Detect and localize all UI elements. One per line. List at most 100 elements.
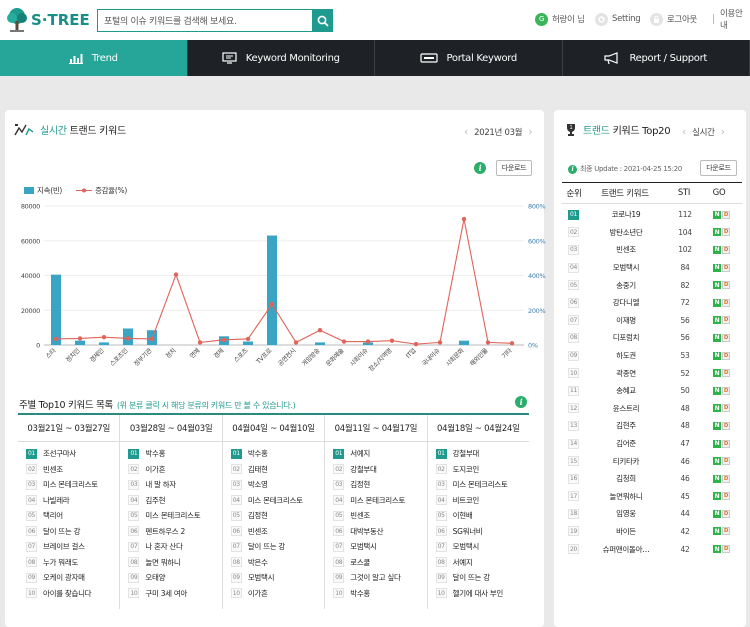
daum-link-icon[interactable]: D [722, 404, 730, 413]
list-item[interactable]: 08 놀면 뭐하니 [120, 555, 221, 571]
list-item[interactable]: 09 오태양 [120, 570, 221, 586]
naver-link-icon[interactable]: N [713, 228, 721, 237]
daum-link-icon[interactable]: D [722, 386, 730, 395]
list-item[interactable]: 05 택리어 [18, 508, 119, 524]
daum-link-icon[interactable]: D [722, 316, 730, 325]
table-row[interactable]: 18 임영웅 44 N D [562, 505, 742, 523]
naver-link-icon[interactable]: N [713, 210, 721, 219]
list-item[interactable]: 06 대박부동산 [325, 524, 426, 540]
weekly-info-icon[interactable]: i [515, 396, 527, 408]
list-item[interactable]: 03 김정현 [325, 477, 426, 493]
daum-link-icon[interactable]: D [722, 509, 730, 518]
table-row[interactable]: 12 윤스트리 48 N D [562, 400, 742, 418]
list-item[interactable]: 02 이가흔 [120, 462, 221, 478]
daum-link-icon[interactable]: D [722, 210, 730, 219]
setting-link[interactable]: Setting [595, 12, 641, 26]
top20-download-button[interactable]: 다운로드 [700, 160, 737, 176]
naver-link-icon[interactable]: N [713, 263, 721, 272]
table-row[interactable]: 01 코로나19 112 N D [562, 206, 742, 224]
list-item[interactable]: 04 비트코인 [428, 493, 529, 509]
table-row[interactable]: 15 티키타카 46 N D [562, 452, 742, 470]
logout-link[interactable]: 로그아웃 [650, 12, 697, 26]
table-row[interactable]: 16 김청희 46 N D [562, 470, 742, 488]
naver-link-icon[interactable]: N [713, 527, 721, 536]
list-item[interactable]: 06 빈센조 [223, 524, 324, 540]
nav-portal-keyword[interactable]: Portal Keyword [375, 40, 563, 76]
list-item[interactable]: 09 모범택시 [223, 570, 324, 586]
list-item[interactable]: 02 도지코인 [428, 462, 529, 478]
table-row[interactable]: 07 이재명 56 N D [562, 312, 742, 330]
daum-link-icon[interactable]: D [722, 421, 730, 430]
naver-link-icon[interactable]: N [713, 351, 721, 360]
list-item[interactable]: 02 빈센조 [18, 462, 119, 478]
list-item[interactable]: 09 오케이 광자매 [18, 570, 119, 586]
list-item[interactable]: 09 달이 뜨는 강 [428, 570, 529, 586]
daum-link-icon[interactable]: D [722, 527, 730, 536]
list-item[interactable]: 05 이현배 [428, 508, 529, 524]
list-item[interactable]: 06 달이 뜨는 강 [18, 524, 119, 540]
list-item[interactable]: 10 구미 3세 여아 [120, 586, 221, 602]
table-row[interactable]: 20 슈퍼맨이돌아… 42 N D [562, 540, 742, 558]
table-row[interactable]: 19 바이든 42 N D [562, 523, 742, 541]
chevron-left-icon[interactable]: ‹ [682, 125, 687, 138]
chevron-right-icon[interactable]: › [528, 125, 533, 138]
naver-link-icon[interactable]: N [713, 474, 721, 483]
list-item[interactable]: 04 나빌레라 [18, 493, 119, 509]
daum-link-icon[interactable]: D [722, 545, 730, 554]
table-row[interactable]: 08 디포럼치 56 N D [562, 329, 742, 347]
naver-link-icon[interactable]: N [713, 386, 721, 395]
list-item[interactable]: 01 서예지 [325, 446, 426, 462]
search-input[interactable]: 포털의 이슈 키워드를 검색해 보세요. [97, 9, 313, 32]
list-item[interactable]: 07 모범택시 [325, 539, 426, 555]
chevron-left-icon[interactable]: ‹ [464, 125, 469, 138]
table-row[interactable]: 11 송혜교 50 N D [562, 382, 742, 400]
list-item[interactable]: 03 박소영 [223, 477, 324, 493]
daum-link-icon[interactable]: D [722, 439, 730, 448]
table-row[interactable]: 03 빈센조 102 N D [562, 241, 742, 259]
list-item[interactable]: 01 박수홍 [223, 446, 324, 462]
naver-link-icon[interactable]: N [713, 421, 721, 430]
nav-report-support[interactable]: Report / Support [563, 40, 750, 76]
naver-link-icon[interactable]: N [713, 545, 721, 554]
list-item[interactable]: 06 SG워너비 [428, 524, 529, 540]
list-item[interactable]: 03 내 말 하자 [120, 477, 221, 493]
naver-link-icon[interactable]: N [713, 369, 721, 378]
trend-info-icon[interactable]: i [474, 162, 486, 174]
list-item[interactable]: 07 나 혼자 산다 [120, 539, 221, 555]
table-row[interactable]: 02 방탄소년단 104 N D [562, 224, 742, 242]
trend-download-button[interactable]: 다운로드 [496, 160, 532, 176]
naver-link-icon[interactable]: N [713, 457, 721, 466]
list-item[interactable]: 08 누가 뭐래도 [18, 555, 119, 571]
list-item[interactable]: 07 모범택시 [428, 539, 529, 555]
nav-trend[interactable]: Trend [0, 40, 188, 76]
list-item[interactable]: 08 박은수 [223, 555, 324, 571]
daum-link-icon[interactable]: D [722, 457, 730, 466]
daum-link-icon[interactable]: D [722, 263, 730, 272]
list-item[interactable]: 03 미스 몬테크리스토 [18, 477, 119, 493]
list-item[interactable]: 04 미스 몬테크리스토 [325, 493, 426, 509]
table-row[interactable]: 13 김현주 48 N D [562, 417, 742, 435]
list-item[interactable]: 09 그것이 알고 싶다 [325, 570, 426, 586]
list-item[interactable]: 10 이가흔 [223, 586, 324, 602]
list-item[interactable]: 02 강철부대 [325, 462, 426, 478]
search-button[interactable] [312, 9, 333, 32]
list-item[interactable]: 10 헬기에 대사 부인 [428, 586, 529, 602]
table-row[interactable]: 17 놀면뭐하니 45 N D [562, 488, 742, 506]
list-item[interactable]: 05 빈센조 [325, 508, 426, 524]
daum-link-icon[interactable]: D [722, 333, 730, 342]
list-item[interactable]: 05 미스 몬테크리스토 [120, 508, 221, 524]
daum-link-icon[interactable]: D [722, 228, 730, 237]
list-item[interactable]: 10 아이를 찾습니다 [18, 586, 119, 602]
guide-link[interactable]: 이용안내 [720, 9, 750, 31]
naver-link-icon[interactable]: N [713, 492, 721, 501]
list-item[interactable]: 10 박수홍 [325, 586, 426, 602]
table-row[interactable]: 06 강다니엘 72 N D [562, 294, 742, 312]
table-row[interactable]: 10 곽종연 52 N D [562, 364, 742, 382]
naver-link-icon[interactable]: N [713, 245, 721, 254]
daum-link-icon[interactable]: D [722, 369, 730, 378]
list-item[interactable]: 08 서예지 [428, 555, 529, 571]
logo[interactable]: S·TREE [6, 6, 90, 34]
table-row[interactable]: 09 하도권 53 N D [562, 347, 742, 365]
daum-link-icon[interactable]: D [722, 474, 730, 483]
naver-link-icon[interactable]: N [713, 439, 721, 448]
